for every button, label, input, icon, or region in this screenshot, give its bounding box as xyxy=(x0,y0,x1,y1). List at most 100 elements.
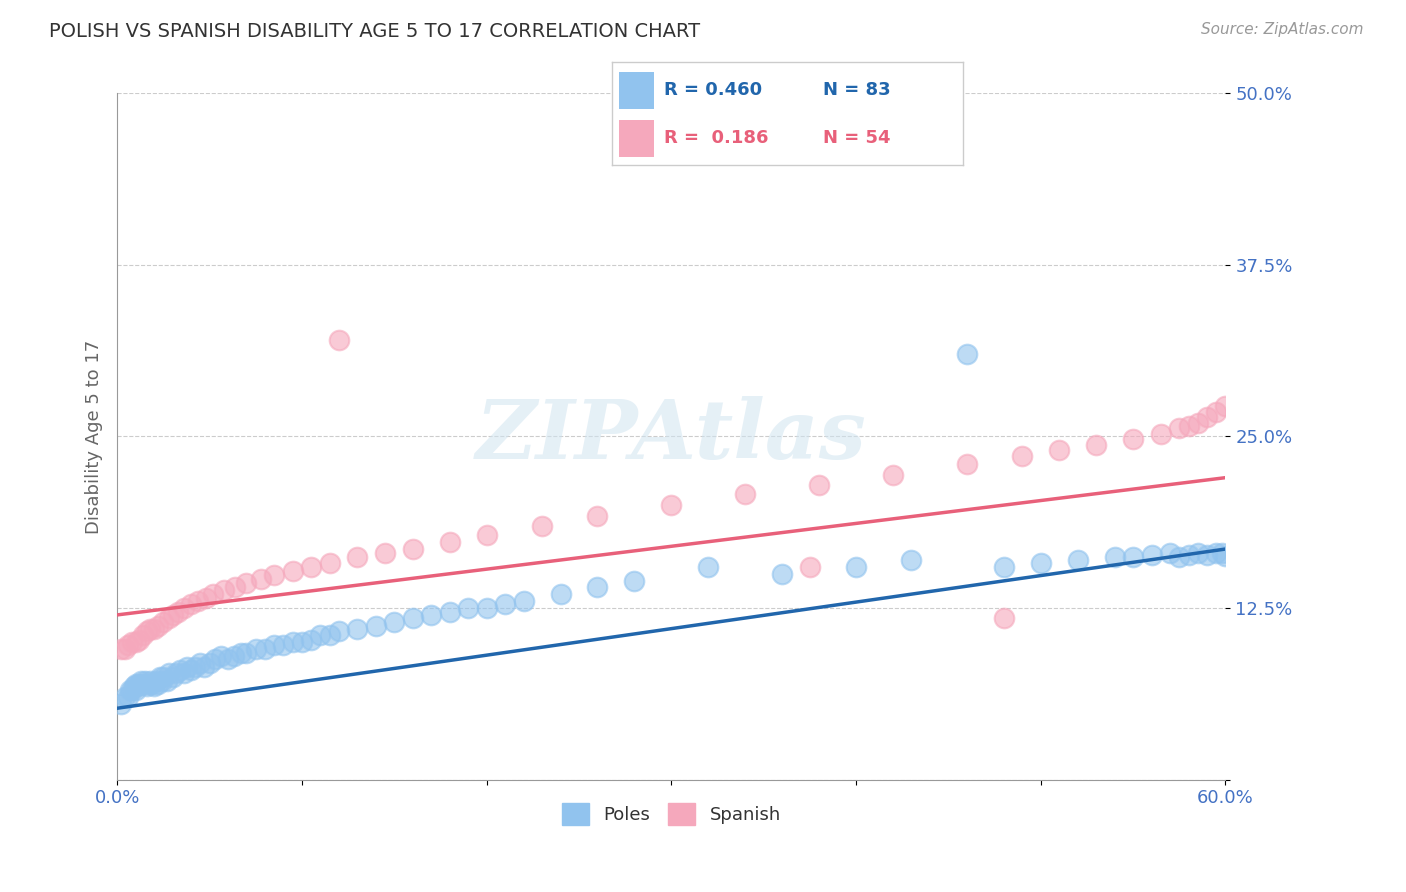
Point xyxy=(586,581,609,595)
Point xyxy=(198,656,221,670)
Point xyxy=(124,635,146,649)
Point xyxy=(120,683,142,698)
Point xyxy=(1205,405,1227,419)
Point xyxy=(309,628,332,642)
Point xyxy=(180,663,202,677)
Point xyxy=(263,568,285,582)
Point xyxy=(900,553,922,567)
Point xyxy=(993,560,1015,574)
Point xyxy=(162,670,184,684)
Point xyxy=(121,635,143,649)
Point xyxy=(138,676,160,690)
Point xyxy=(117,638,139,652)
Point xyxy=(808,477,831,491)
Point xyxy=(382,615,405,629)
Point xyxy=(209,649,232,664)
Point xyxy=(114,642,136,657)
Point xyxy=(127,679,149,693)
Point xyxy=(1150,426,1173,441)
Point xyxy=(281,635,304,649)
Point xyxy=(224,581,246,595)
Point xyxy=(135,624,157,639)
Point xyxy=(659,498,682,512)
Point xyxy=(586,509,609,524)
Point xyxy=(1085,438,1108,452)
Point xyxy=(156,673,179,688)
Point xyxy=(184,660,207,674)
Point xyxy=(770,566,793,581)
Point xyxy=(217,652,239,666)
Point xyxy=(146,619,169,633)
Point xyxy=(1211,546,1233,560)
Point xyxy=(512,594,534,608)
Point xyxy=(1215,549,1237,563)
Point xyxy=(346,550,368,565)
Point xyxy=(1205,546,1227,560)
Point xyxy=(882,467,904,482)
Point xyxy=(187,594,209,608)
Point xyxy=(162,607,184,622)
Text: R = 0.460: R = 0.460 xyxy=(665,81,762,99)
Text: ZIPAtlas: ZIPAtlas xyxy=(475,396,866,476)
Point xyxy=(1159,546,1181,560)
Point xyxy=(531,518,554,533)
Point xyxy=(263,638,285,652)
Point xyxy=(204,652,226,666)
Point xyxy=(141,676,163,690)
Point xyxy=(124,676,146,690)
Point xyxy=(697,560,720,574)
Point xyxy=(1187,546,1209,560)
Point xyxy=(180,597,202,611)
Y-axis label: Disability Age 5 to 17: Disability Age 5 to 17 xyxy=(86,339,103,533)
Point xyxy=(134,673,156,688)
Point xyxy=(143,622,166,636)
Point xyxy=(1011,449,1033,463)
Point xyxy=(139,673,162,688)
Point xyxy=(173,665,195,680)
Point xyxy=(1168,421,1191,435)
Point xyxy=(439,535,461,549)
Point xyxy=(235,576,257,591)
Point xyxy=(114,690,136,705)
Point xyxy=(734,487,756,501)
Point xyxy=(132,676,155,690)
Point xyxy=(176,660,198,674)
Point xyxy=(328,334,350,348)
Point xyxy=(457,601,479,615)
Point xyxy=(169,663,191,677)
Point xyxy=(623,574,645,588)
Text: POLISH VS SPANISH DISABILITY AGE 5 TO 17 CORRELATION CHART: POLISH VS SPANISH DISABILITY AGE 5 TO 17… xyxy=(49,22,700,41)
Point xyxy=(318,628,340,642)
Point xyxy=(229,646,252,660)
Text: N = 54: N = 54 xyxy=(823,129,890,147)
Point xyxy=(299,632,322,647)
Point xyxy=(364,619,387,633)
Point xyxy=(374,546,396,560)
Point xyxy=(420,607,443,622)
Legend: Poles, Spanish: Poles, Spanish xyxy=(554,796,789,832)
FancyBboxPatch shape xyxy=(619,71,654,109)
Point xyxy=(194,591,217,606)
Point xyxy=(122,679,145,693)
Text: R =  0.186: R = 0.186 xyxy=(665,129,769,147)
Point xyxy=(139,622,162,636)
Point xyxy=(956,347,979,361)
Point xyxy=(214,583,236,598)
Point xyxy=(993,610,1015,624)
Point xyxy=(146,676,169,690)
Point xyxy=(165,665,187,680)
Point xyxy=(110,642,132,657)
Point xyxy=(157,610,180,624)
Point xyxy=(235,646,257,660)
Point xyxy=(1122,550,1144,565)
Point xyxy=(1177,418,1199,433)
Point xyxy=(845,560,868,574)
Point xyxy=(121,683,143,698)
Point xyxy=(1122,432,1144,446)
Point xyxy=(494,597,516,611)
Point xyxy=(1168,550,1191,565)
Point xyxy=(145,673,167,688)
Point xyxy=(173,601,195,615)
Point xyxy=(475,528,498,542)
Point xyxy=(1067,553,1090,567)
